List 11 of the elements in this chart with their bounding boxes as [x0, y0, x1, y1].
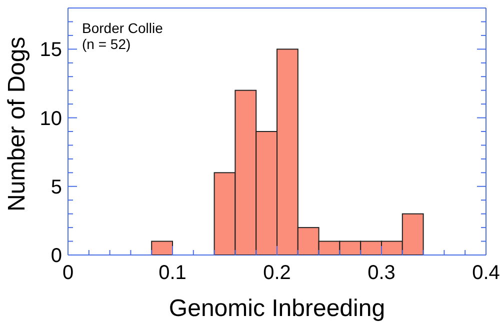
- y-tick-label: 5: [50, 176, 62, 198]
- y-tick-label: 15: [40, 39, 62, 62]
- x-tick-label: 0.4: [472, 262, 500, 284]
- y-axis-title: Number of Dogs: [4, 36, 31, 212]
- x-axis-title: Genomic Inbreeding: [168, 295, 386, 322]
- x-tick-label: 0.3: [368, 262, 396, 284]
- x-tick-label: 0.1: [158, 262, 186, 284]
- x-tick-label: 0.2: [263, 262, 291, 284]
- y-tick-label: 10: [40, 108, 62, 130]
- annotation: Border Collie (n = 52): [82, 20, 163, 52]
- y-tick-label: 0: [50, 245, 62, 267]
